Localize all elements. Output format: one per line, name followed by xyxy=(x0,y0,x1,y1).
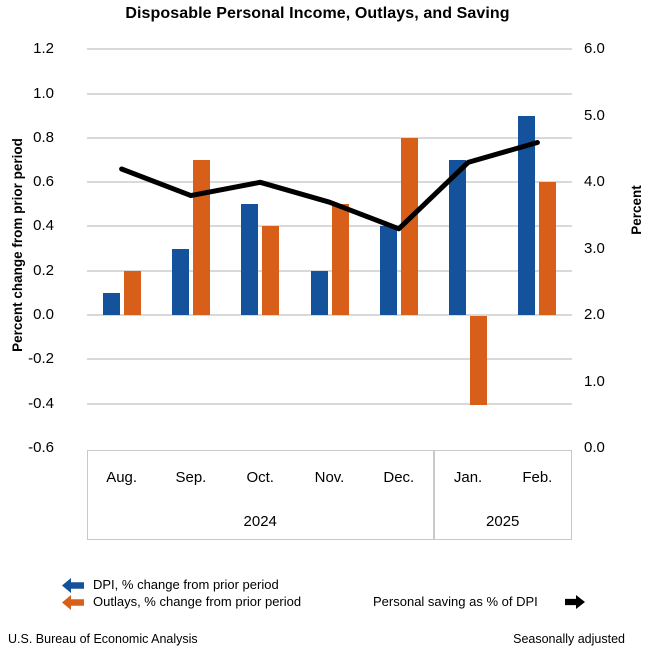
gridline xyxy=(87,136,572,139)
year-label: 2024 xyxy=(243,513,277,530)
left-axis-tick: 1.0 xyxy=(33,84,54,102)
month-label: Oct. xyxy=(246,469,274,486)
left-axis-tick: -0.6 xyxy=(28,438,54,456)
right-axis-tick: 1.0 xyxy=(584,372,605,390)
gridline xyxy=(87,225,572,228)
gridline xyxy=(87,48,572,51)
gridline xyxy=(87,181,572,184)
month-label: Aug. xyxy=(106,469,138,486)
right-axis-tick: 6.0 xyxy=(584,40,605,58)
category-axis-box xyxy=(87,450,572,540)
month-label: Nov. xyxy=(314,469,345,486)
legend-item-outlays: Outlays, % change from prior period xyxy=(62,594,301,610)
month-label: Sep. xyxy=(175,469,207,486)
left-arrow-blue-icon xyxy=(62,577,84,593)
dpi-bar xyxy=(379,226,397,315)
left-axis-tick: 1.2 xyxy=(33,40,54,58)
gridline xyxy=(87,92,572,95)
gridline xyxy=(87,269,572,272)
dpi-bar xyxy=(102,292,120,315)
legend-item-dpi: DPI, % change from prior period xyxy=(62,577,279,593)
right-axis-tick: 3.0 xyxy=(584,239,605,257)
outlays-bar xyxy=(539,182,557,315)
left-arrow-orange-icon xyxy=(62,594,84,610)
year-label: 2025 xyxy=(486,513,520,530)
right-axis-tick: 4.0 xyxy=(584,173,605,191)
gridline xyxy=(87,358,572,361)
seasonal-adjustment-note: Seasonally adjusted xyxy=(513,632,625,646)
right-axis-tick: 0.0 xyxy=(584,439,605,456)
outlays-bar xyxy=(470,316,488,405)
chart-title: Disposable Personal Income, Outlays, and… xyxy=(125,5,510,22)
outlays-bar xyxy=(400,137,418,315)
dpi-bar xyxy=(241,204,259,315)
gridline xyxy=(87,402,572,405)
dpi-bar xyxy=(518,115,536,315)
year-group-divider xyxy=(433,450,435,540)
right-axis-tick: 5.0 xyxy=(584,106,605,124)
legend-label-saving: Personal saving as % of DPI xyxy=(373,594,538,609)
left-axis-tick: 0.6 xyxy=(33,173,54,191)
dpi-bar xyxy=(449,159,467,315)
month-label: Jan. xyxy=(453,469,483,486)
gridline xyxy=(87,314,572,316)
outlays-bar xyxy=(192,159,210,315)
left-axis-tick: -0.2 xyxy=(28,350,54,368)
month-label: Dec. xyxy=(383,469,415,486)
left-axis-tick: 0.8 xyxy=(33,128,54,146)
dpi-bar xyxy=(310,270,328,315)
month-label: Feb. xyxy=(522,469,553,486)
legend-label-dpi: DPI, % change from prior period xyxy=(93,577,279,592)
left-axis-tick: 0.2 xyxy=(33,261,54,279)
left-axis-tick: -0.4 xyxy=(28,394,54,412)
legend-label-outlays: Outlays, % change from prior period xyxy=(93,594,302,609)
dpi-bar xyxy=(171,248,189,315)
right-arrow-black-icon xyxy=(565,595,585,609)
left-axis-tick: 0.0 xyxy=(33,306,54,323)
left-axis-tick: 0.4 xyxy=(33,217,54,235)
outlays-bar xyxy=(331,204,349,315)
right-axis-tick: 2.0 xyxy=(584,306,605,324)
source-note: U.S. Bureau of Economic Analysis xyxy=(8,632,198,646)
outlays-bar xyxy=(262,226,280,315)
outlays-bar xyxy=(123,270,141,315)
